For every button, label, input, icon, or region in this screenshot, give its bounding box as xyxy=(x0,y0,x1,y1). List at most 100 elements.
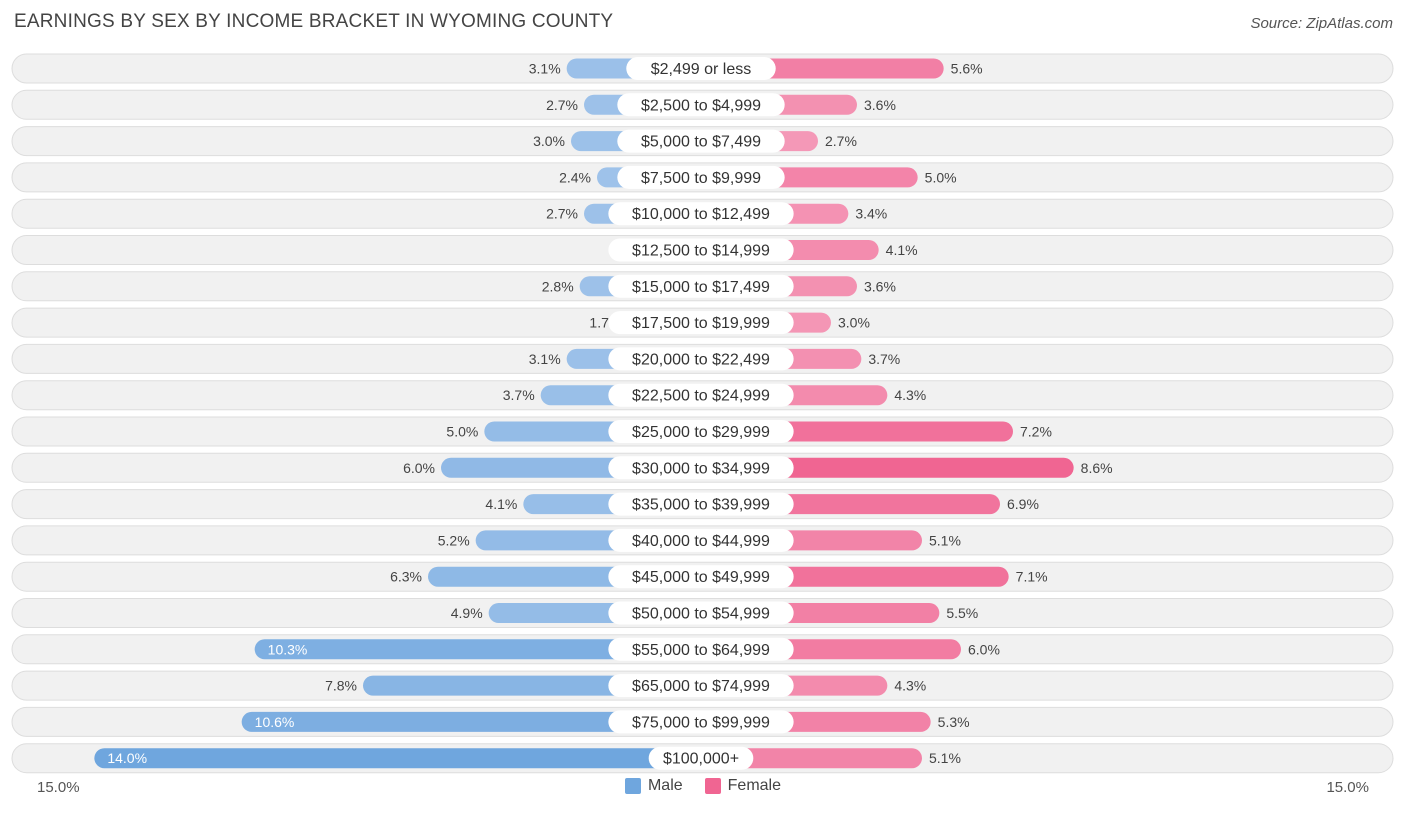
category-label: $22,500 to $24,999 xyxy=(632,388,770,405)
legend-male-label: Male xyxy=(647,777,683,794)
category-label-bg xyxy=(608,274,794,298)
category-label-bg xyxy=(608,347,794,371)
row-19: 14.0% 5.1% $100,000+ xyxy=(11,743,1394,774)
category-label-bg xyxy=(617,165,785,189)
category-label-bg xyxy=(608,710,794,734)
category-label-bg xyxy=(608,565,794,589)
row-18: 10.6% 5.3% $75,000 to $99,999 xyxy=(11,706,1394,737)
male-value-label: 3.1% xyxy=(529,61,561,77)
row-0: 3.1% 5.6% $2,499 or less xyxy=(11,53,1394,84)
row-6: 2.8% 3.6% $15,000 to $17,499 xyxy=(11,271,1394,302)
female-value-label: 5.0% xyxy=(925,169,957,185)
category-label: $10,000 to $12,499 xyxy=(632,206,770,223)
category-label-bg xyxy=(608,383,794,407)
category-label-bg xyxy=(608,601,794,625)
male-value-label: 5.2% xyxy=(438,532,470,548)
legend-female-label: Female xyxy=(727,777,782,794)
male-bar xyxy=(94,748,702,769)
female-value-label: 6.9% xyxy=(1007,496,1039,512)
legend-male-swatch xyxy=(624,778,641,794)
male-bar xyxy=(241,711,701,732)
female-value-label: 4.3% xyxy=(894,678,926,694)
category-label-bg xyxy=(608,202,794,226)
male-value-label: 6.3% xyxy=(390,569,422,585)
female-bar xyxy=(701,457,1074,478)
source-note: Source: ZipAtlas.com xyxy=(1250,15,1393,32)
category-label-bg xyxy=(608,674,794,698)
male-value-label: 2.7% xyxy=(546,206,578,222)
category-label: $100,000+ xyxy=(663,751,739,768)
category-label: $75,000 to $99,999 xyxy=(632,714,770,731)
row-8: 3.1% 3.7% $20,000 to $22,499 xyxy=(11,343,1394,374)
male-value-label: 7.8% xyxy=(325,678,357,694)
category-label-bg xyxy=(608,420,794,443)
category-label: $65,000 to $74,999 xyxy=(632,678,770,695)
row-15: 4.9% 5.5% $50,000 to $54,999 xyxy=(11,598,1394,628)
male-value-label: 6.0% xyxy=(403,460,435,476)
male-value-label: 3.1% xyxy=(529,351,561,367)
category-label-bg xyxy=(608,528,794,552)
axis-right-label: 15.0% xyxy=(1326,779,1369,796)
male-value-label: 5.0% xyxy=(446,424,478,440)
female-value-label: 3.0% xyxy=(838,315,870,331)
female-value-label: 3.4% xyxy=(855,206,887,222)
category-label-bg xyxy=(648,746,754,770)
male-value-label: 10.3% xyxy=(268,641,308,657)
category-label: $17,500 to $19,999 xyxy=(632,315,770,332)
male-value-label: 2.4% xyxy=(559,169,591,185)
category-label-bg xyxy=(608,238,794,262)
category-label: $15,000 to $17,499 xyxy=(632,279,770,296)
category-label: $50,000 to $54,999 xyxy=(632,606,770,623)
category-label: $7,500 to $9,999 xyxy=(641,170,761,187)
female-value-label: 3.6% xyxy=(864,278,896,294)
row-3: 2.4% 5.0% $7,500 to $9,999 xyxy=(11,162,1394,193)
female-value-label: 5.1% xyxy=(929,532,961,548)
row-1: 2.7% 3.6% $2,500 to $4,999 xyxy=(11,89,1394,120)
legend-male: Male xyxy=(624,777,683,795)
female-value-label: 5.5% xyxy=(946,605,978,621)
row-13: 5.2% 5.1% $40,000 to $44,999 xyxy=(11,525,1394,556)
male-value-label: 4.1% xyxy=(485,496,517,512)
male-value-label: 2.8% xyxy=(542,278,574,294)
category-label: $2,499 or less xyxy=(651,61,752,78)
legend-female: Female xyxy=(704,777,782,795)
row-11: 6.0% 8.6% $30,000 to $34,999 xyxy=(11,452,1394,483)
category-label: $12,500 to $14,999 xyxy=(632,243,770,260)
female-value-label: 4.1% xyxy=(886,242,918,258)
row-9: 3.7% 4.3% $22,500 to $24,999 xyxy=(11,380,1394,411)
category-label: $20,000 to $22,499 xyxy=(632,351,770,368)
category-label-bg xyxy=(617,129,785,153)
row-2: 3.0% 2.7% $5,000 to $7,499 xyxy=(11,126,1394,157)
row-4: 2.7% 3.4% $10,000 to $12,499 xyxy=(11,198,1394,229)
category-label-bg xyxy=(608,311,794,335)
row-10: 5.0% 7.2% $25,000 to $29,999 xyxy=(11,416,1394,447)
axis-left-label: 15.0% xyxy=(37,779,80,796)
row-16: 10.3% 6.0% $55,000 to $64,999 xyxy=(11,634,1394,665)
category-label: $2,500 to $4,999 xyxy=(641,97,761,114)
row-17: 7.8% 4.3% $65,000 to $74,999 xyxy=(11,670,1394,701)
category-label: $40,000 to $44,999 xyxy=(632,533,770,550)
female-value-label: 3.6% xyxy=(864,97,896,113)
female-value-label: 7.1% xyxy=(1016,569,1048,585)
female-value-label: 8.6% xyxy=(1081,460,1113,476)
row-12: 4.1% 6.9% $35,000 to $39,999 xyxy=(11,489,1394,520)
female-value-label: 5.1% xyxy=(929,750,961,766)
category-label-bg xyxy=(608,492,794,516)
female-value-label: 5.3% xyxy=(938,714,970,730)
row-14: 6.3% 7.1% $45,000 to $49,999 xyxy=(11,561,1394,592)
male-value-label: 4.9% xyxy=(451,605,483,621)
category-label: $45,000 to $49,999 xyxy=(632,569,770,586)
category-label: $5,000 to $7,499 xyxy=(641,134,761,151)
legend: Male Female xyxy=(0,777,1406,795)
female-value-label: 5.6% xyxy=(951,61,983,77)
female-value-label: 6.0% xyxy=(968,641,1000,657)
category-label: $25,000 to $29,999 xyxy=(632,424,770,441)
female-value-label: 2.7% xyxy=(825,133,857,149)
male-value-label: 10.6% xyxy=(255,714,295,730)
female-bar xyxy=(701,748,922,769)
row-5: 0.63%4.1%$12,500 to $14,999 xyxy=(11,235,1394,265)
male-value-label: 3.7% xyxy=(503,387,535,403)
legend-female-swatch xyxy=(704,778,721,794)
female-value-label: 7.2% xyxy=(1020,424,1052,440)
